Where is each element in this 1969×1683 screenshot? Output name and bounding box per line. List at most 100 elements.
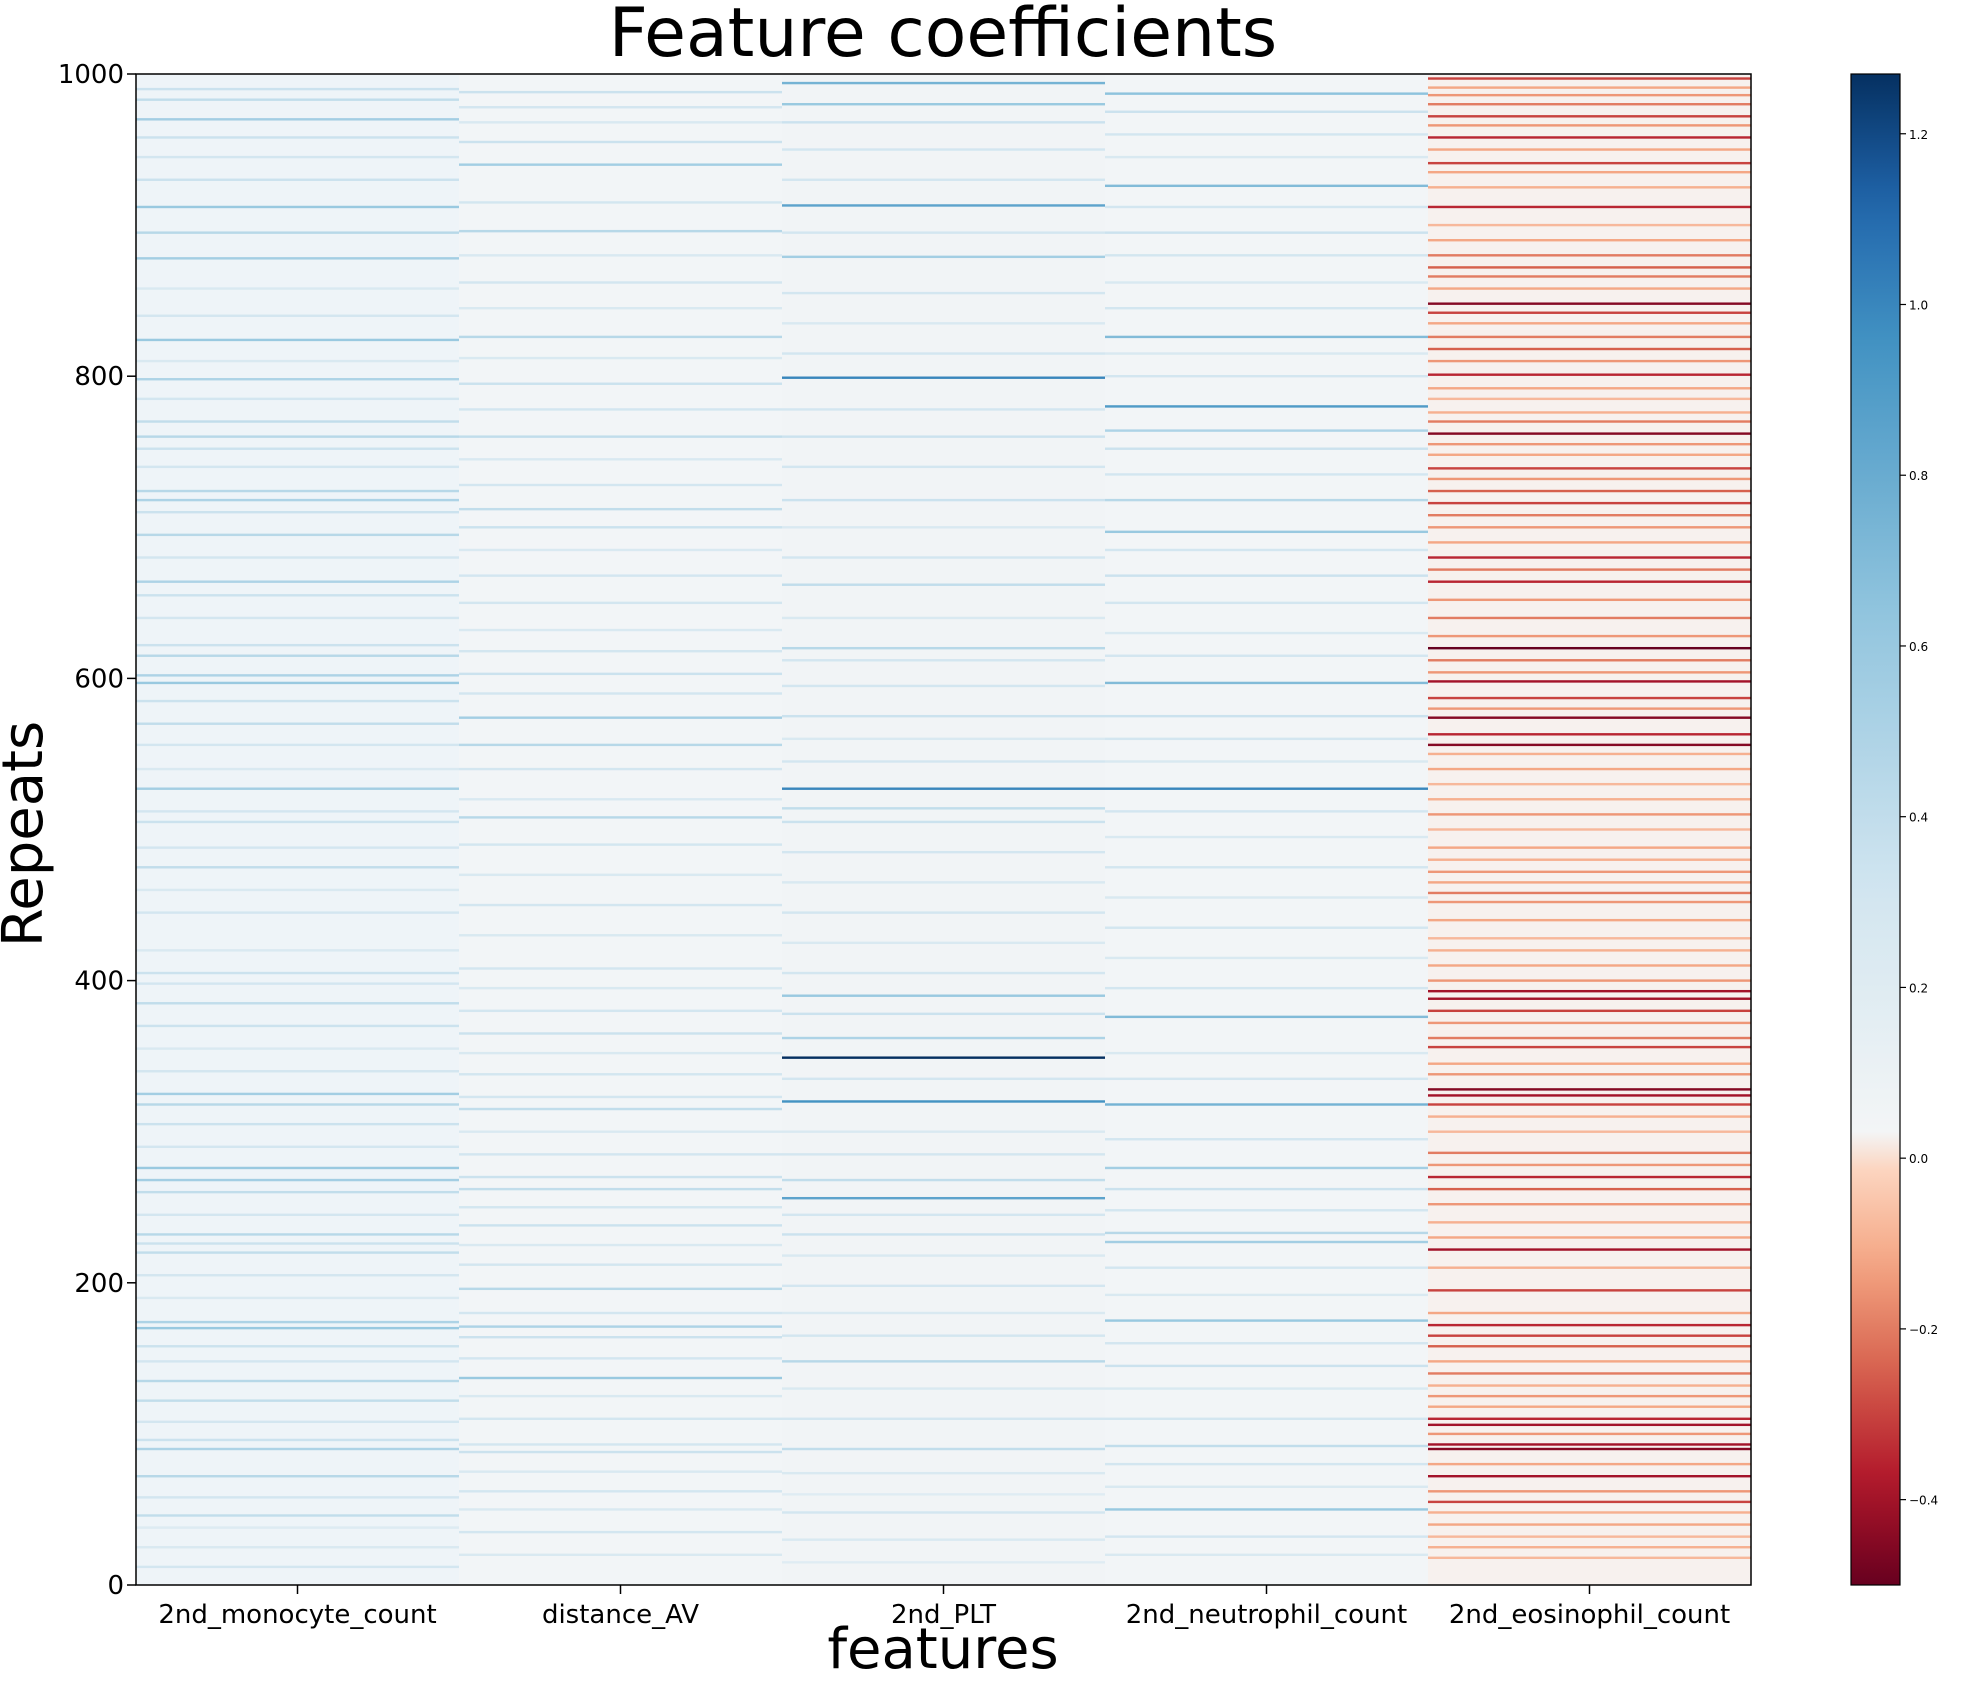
heatmap-cell (1105, 681, 1428, 685)
heatmap-cell (1428, 526, 1751, 529)
heatmap-cell (136, 767, 459, 771)
heatmap-cell (459, 601, 782, 605)
y-axis: 0 200 400 600 800 1000 (58, 60, 136, 1601)
heatmap-cell (136, 314, 459, 317)
heatmap-cell (1428, 680, 1751, 683)
heatmap-cell (1105, 1231, 1428, 1235)
heatmap-cell (136, 846, 459, 849)
heatmap-cell (459, 903, 782, 907)
heatmap-cell (136, 1178, 459, 1182)
y-tick-label: 600 (74, 664, 124, 694)
heatmap-cell (136, 359, 459, 363)
heatmap-cell (136, 1103, 459, 1106)
heatmap-cell (782, 881, 1105, 884)
heatmap-cell (1428, 716, 1751, 719)
heatmap-cell (1428, 254, 1751, 257)
colorbar-tick-label: 0.8 (1909, 469, 1928, 483)
heatmap-cell (1428, 752, 1751, 756)
colorbar-tick-label: 1.2 (1909, 128, 1928, 142)
heatmap-cell (1105, 1462, 1428, 1466)
heatmap-cell (1428, 949, 1751, 952)
heatmap-cell (782, 684, 1105, 688)
heatmap-cell (1428, 979, 1751, 982)
heatmap-cell (459, 1311, 782, 1315)
heatmap-cell (136, 465, 459, 469)
heatmap-cell (1428, 287, 1751, 290)
heatmap-cell (782, 1153, 1105, 1156)
heatmap-cell (1428, 634, 1751, 638)
heatmap-cell (1428, 1221, 1751, 1224)
heatmap-cell (136, 616, 459, 620)
heatmap-cell (1428, 1511, 1751, 1514)
heatmap-cell (1428, 1443, 1751, 1446)
heatmap-cell (1428, 964, 1751, 967)
heatmap-cell (136, 1474, 459, 1478)
heatmap-cell (782, 1493, 1105, 1496)
heatmap-cell (1105, 1508, 1428, 1511)
heatmap-cell (136, 949, 459, 952)
heatmap-cell (1428, 239, 1751, 242)
heatmap-cell (782, 1334, 1105, 1337)
heatmap-cell (136, 866, 459, 869)
heatmap-cell (1105, 1240, 1428, 1244)
heatmap-cell (459, 1051, 782, 1055)
heatmap-column-bg (136, 74, 459, 1585)
heatmap-cell (782, 1311, 1105, 1315)
heatmap-cell (1105, 306, 1428, 310)
heatmap-cell (782, 526, 1105, 529)
heatmap-cell (136, 1320, 459, 1324)
heatmap-cell (136, 1438, 459, 1442)
heatmap-cell (136, 338, 459, 342)
heatmap-cells (136, 77, 1751, 1569)
heatmap-cell (782, 376, 1105, 379)
heatmap-cell (1105, 1051, 1428, 1055)
heatmap-cell (1428, 659, 1751, 662)
y-tick-label: 1000 (58, 60, 124, 90)
heatmap-cell (1105, 1077, 1428, 1081)
heatmap-cell (1428, 1500, 1751, 1504)
heatmap-cell (1105, 574, 1428, 577)
heatmap-cell (1428, 1236, 1751, 1239)
heatmap-cell (1105, 1319, 1428, 1322)
heatmap-cell (782, 1447, 1105, 1451)
heatmap-cell (459, 873, 782, 877)
colorbar-tick-label: 1.0 (1909, 298, 1928, 312)
heatmap-cell (459, 254, 782, 257)
heatmap-cell (782, 1213, 1105, 1217)
heatmap-cell (1428, 489, 1751, 493)
heatmap-cell (782, 1254, 1105, 1257)
heatmap-cell (1428, 501, 1751, 505)
heatmap-cell (459, 1095, 782, 1099)
heatmap-cell (782, 1036, 1105, 1040)
heatmap-cell (1428, 1266, 1751, 1269)
heatmap-cell (1428, 335, 1751, 339)
heatmap-cell (1428, 1088, 1751, 1091)
heatmap-cell (136, 257, 459, 260)
heatmap-cell (1428, 223, 1751, 227)
heatmap-cell (136, 643, 459, 647)
heatmap-cell (1428, 556, 1751, 559)
heatmap-cell (1428, 1490, 1751, 1493)
heatmap-cell (1105, 133, 1428, 136)
heatmap-cell (459, 767, 782, 771)
heatmap-cell (1428, 646, 1751, 650)
heatmap-cell (1105, 760, 1428, 763)
colorbar-tick-label: 0.2 (1909, 981, 1928, 995)
heatmap-cell (1105, 1417, 1428, 1420)
heatmap-cell (459, 526, 782, 529)
heatmap-cell (459, 1553, 782, 1556)
heatmap-cell (782, 103, 1105, 106)
heatmap-cell (1428, 743, 1751, 747)
heatmap-cell (782, 760, 1105, 763)
heatmap-cell (459, 1032, 782, 1035)
heatmap-cell (136, 1274, 459, 1277)
heatmap-cell (1105, 1342, 1428, 1345)
heatmap-cell (136, 1047, 459, 1050)
heatmap-cell (782, 787, 1105, 790)
heatmap-cell (1105, 1387, 1428, 1390)
heatmap-cell (136, 1526, 459, 1529)
heatmap-cell (1105, 1103, 1428, 1106)
heatmap-cell (1428, 1372, 1751, 1375)
heatmap-cell (459, 1073, 782, 1076)
heatmap-cell (782, 498, 1105, 502)
